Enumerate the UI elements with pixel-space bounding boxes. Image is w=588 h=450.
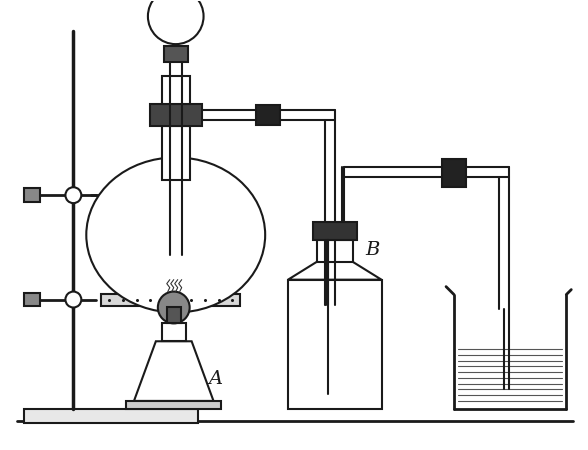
Bar [164,46,188,62]
Bar [317,240,353,262]
Circle shape [158,292,190,324]
Text: A: A [208,370,222,388]
Bar [150,104,202,126]
Circle shape [65,187,81,203]
Bar [162,126,190,180]
Bar [24,409,198,423]
Bar [24,292,39,306]
Ellipse shape [86,158,265,312]
Bar [256,105,280,125]
Bar [167,307,181,324]
Bar [288,279,382,409]
Polygon shape [288,262,382,279]
Bar [101,293,240,306]
Bar [162,324,186,341]
Circle shape [65,292,81,307]
Bar [162,76,190,104]
Circle shape [148,0,203,44]
Circle shape [134,188,148,202]
Bar [24,188,39,202]
Bar [442,159,466,187]
Polygon shape [134,341,213,401]
Text: B: B [366,241,380,259]
Bar [313,222,356,240]
Bar [126,401,222,409]
